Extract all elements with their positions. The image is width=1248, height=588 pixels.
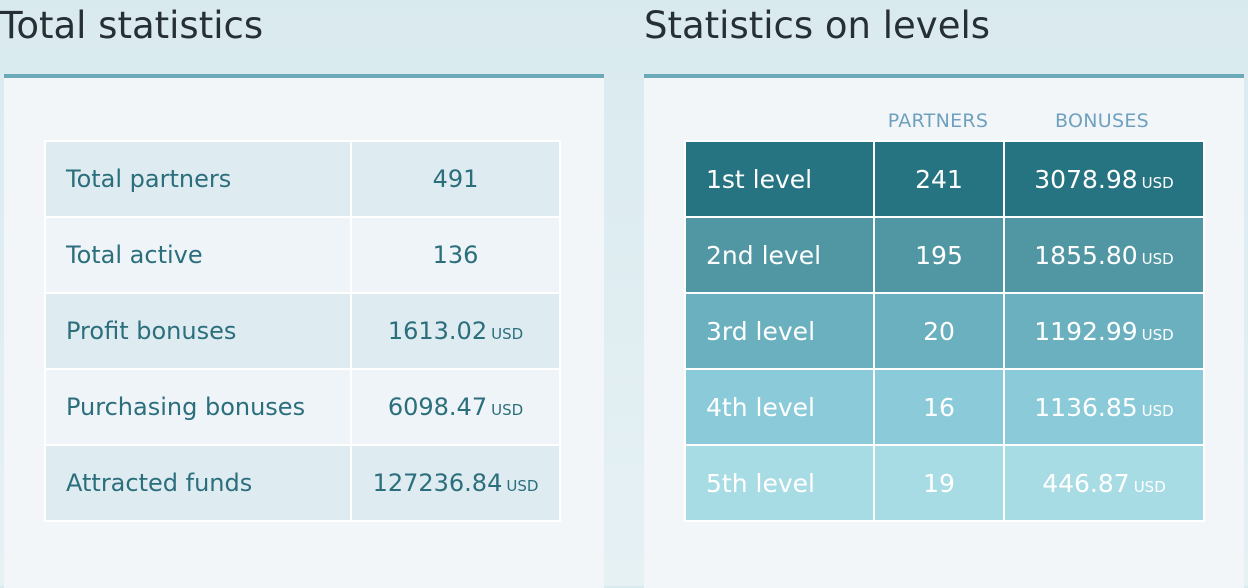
title-divider	[644, 74, 1244, 78]
level-bonus: 3078.98	[1034, 164, 1138, 194]
row-label: Total active	[44, 216, 352, 294]
row-value: 491	[432, 165, 479, 193]
row-value: 136	[432, 241, 479, 269]
level-partners: 16	[873, 368, 1005, 446]
level-row: 2nd level 195 1855.80 USD	[684, 216, 1205, 294]
currency-unit: USD	[1141, 249, 1174, 268]
row-label: Profit bonuses	[44, 292, 352, 370]
level-row: 1st level 241 3078.98 USD	[684, 140, 1205, 218]
currency-unit: USD	[491, 401, 524, 419]
table-row: Profit bonuses 1613.02 USD	[44, 292, 561, 370]
table-row: Total partners 491	[44, 140, 561, 218]
level-label: 1st level	[684, 140, 875, 218]
level-label: 2nd level	[684, 216, 875, 294]
partners-column-header: PARTNERS	[887, 110, 989, 132]
row-value-cell: 1613.02 USD	[350, 292, 561, 370]
currency-unit: USD	[1133, 477, 1166, 496]
level-partners: 195	[873, 216, 1005, 294]
level-bonus: 1192.99	[1034, 316, 1138, 346]
level-label: 5th level	[684, 444, 875, 522]
level-bonus: 1136.85	[1034, 392, 1138, 422]
currency-unit: USD	[506, 477, 539, 495]
row-value: 6098.47	[387, 393, 488, 421]
bonuses-column-header: BONUSES	[1054, 110, 1149, 132]
row-label: Attracted funds	[44, 444, 352, 522]
row-label: Total partners	[44, 140, 352, 218]
level-bonus-cell: 3078.98 USD	[1003, 140, 1205, 218]
level-row: 3rd level 20 1192.99 USD	[684, 292, 1205, 370]
level-bonus: 446.87	[1042, 468, 1130, 498]
total-statistics-table: Total partners 491 Total active 136 Prof…	[44, 140, 561, 522]
currency-unit: USD	[491, 325, 524, 343]
row-value-cell: 491	[350, 140, 561, 218]
title-divider	[4, 74, 604, 78]
level-label: 4th level	[684, 368, 875, 446]
row-value-cell: 136	[350, 216, 561, 294]
level-partners: 20	[873, 292, 1005, 370]
level-bonus: 1855.80	[1034, 240, 1138, 270]
level-bonus-cell: 1855.80 USD	[1003, 216, 1205, 294]
total-statistics-body: Total partners 491 Total active 136 Prof…	[4, 78, 604, 588]
table-row: Total active 136	[44, 216, 561, 294]
levels-table: 1st level 241 3078.98 USD 2nd level 195 1…	[684, 140, 1205, 522]
currency-unit: USD	[1141, 325, 1174, 344]
level-row: 5th level 19 446.87 USD	[684, 444, 1205, 522]
level-bonus-cell: 1192.99 USD	[1003, 292, 1205, 370]
total-statistics-panel: Total statistics Total partners 491 Tota…	[0, 0, 604, 588]
level-bonus-cell: 1136.85 USD	[1003, 368, 1205, 446]
row-value-cell: 6098.47 USD	[350, 368, 561, 446]
levels-title: Statistics on levels	[644, 4, 991, 47]
row-value: 127236.84	[372, 469, 503, 497]
table-row: Purchasing bonuses 6098.47 USD	[44, 368, 561, 446]
row-value-cell: 127236.84 USD	[350, 444, 561, 522]
level-bonus-cell: 446.87 USD	[1003, 444, 1205, 522]
statistics-on-levels-panel: Statistics on levels PARTNERS BONUSES 1s…	[644, 0, 1244, 588]
total-statistics-title: Total statistics	[0, 4, 264, 47]
level-row: 4th level 16 1136.85 USD	[684, 368, 1205, 446]
row-label: Purchasing bonuses	[44, 368, 352, 446]
level-label: 3rd level	[684, 292, 875, 370]
currency-unit: USD	[1141, 401, 1174, 420]
levels-body: PARTNERS BONUSES 1st level 241 3078.98 US…	[644, 78, 1244, 588]
row-value: 1613.02	[387, 317, 488, 345]
currency-unit: USD	[1141, 173, 1174, 192]
level-partners: 241	[873, 140, 1005, 218]
table-row: Attracted funds 127236.84 USD	[44, 444, 561, 522]
level-partners: 19	[873, 444, 1005, 522]
